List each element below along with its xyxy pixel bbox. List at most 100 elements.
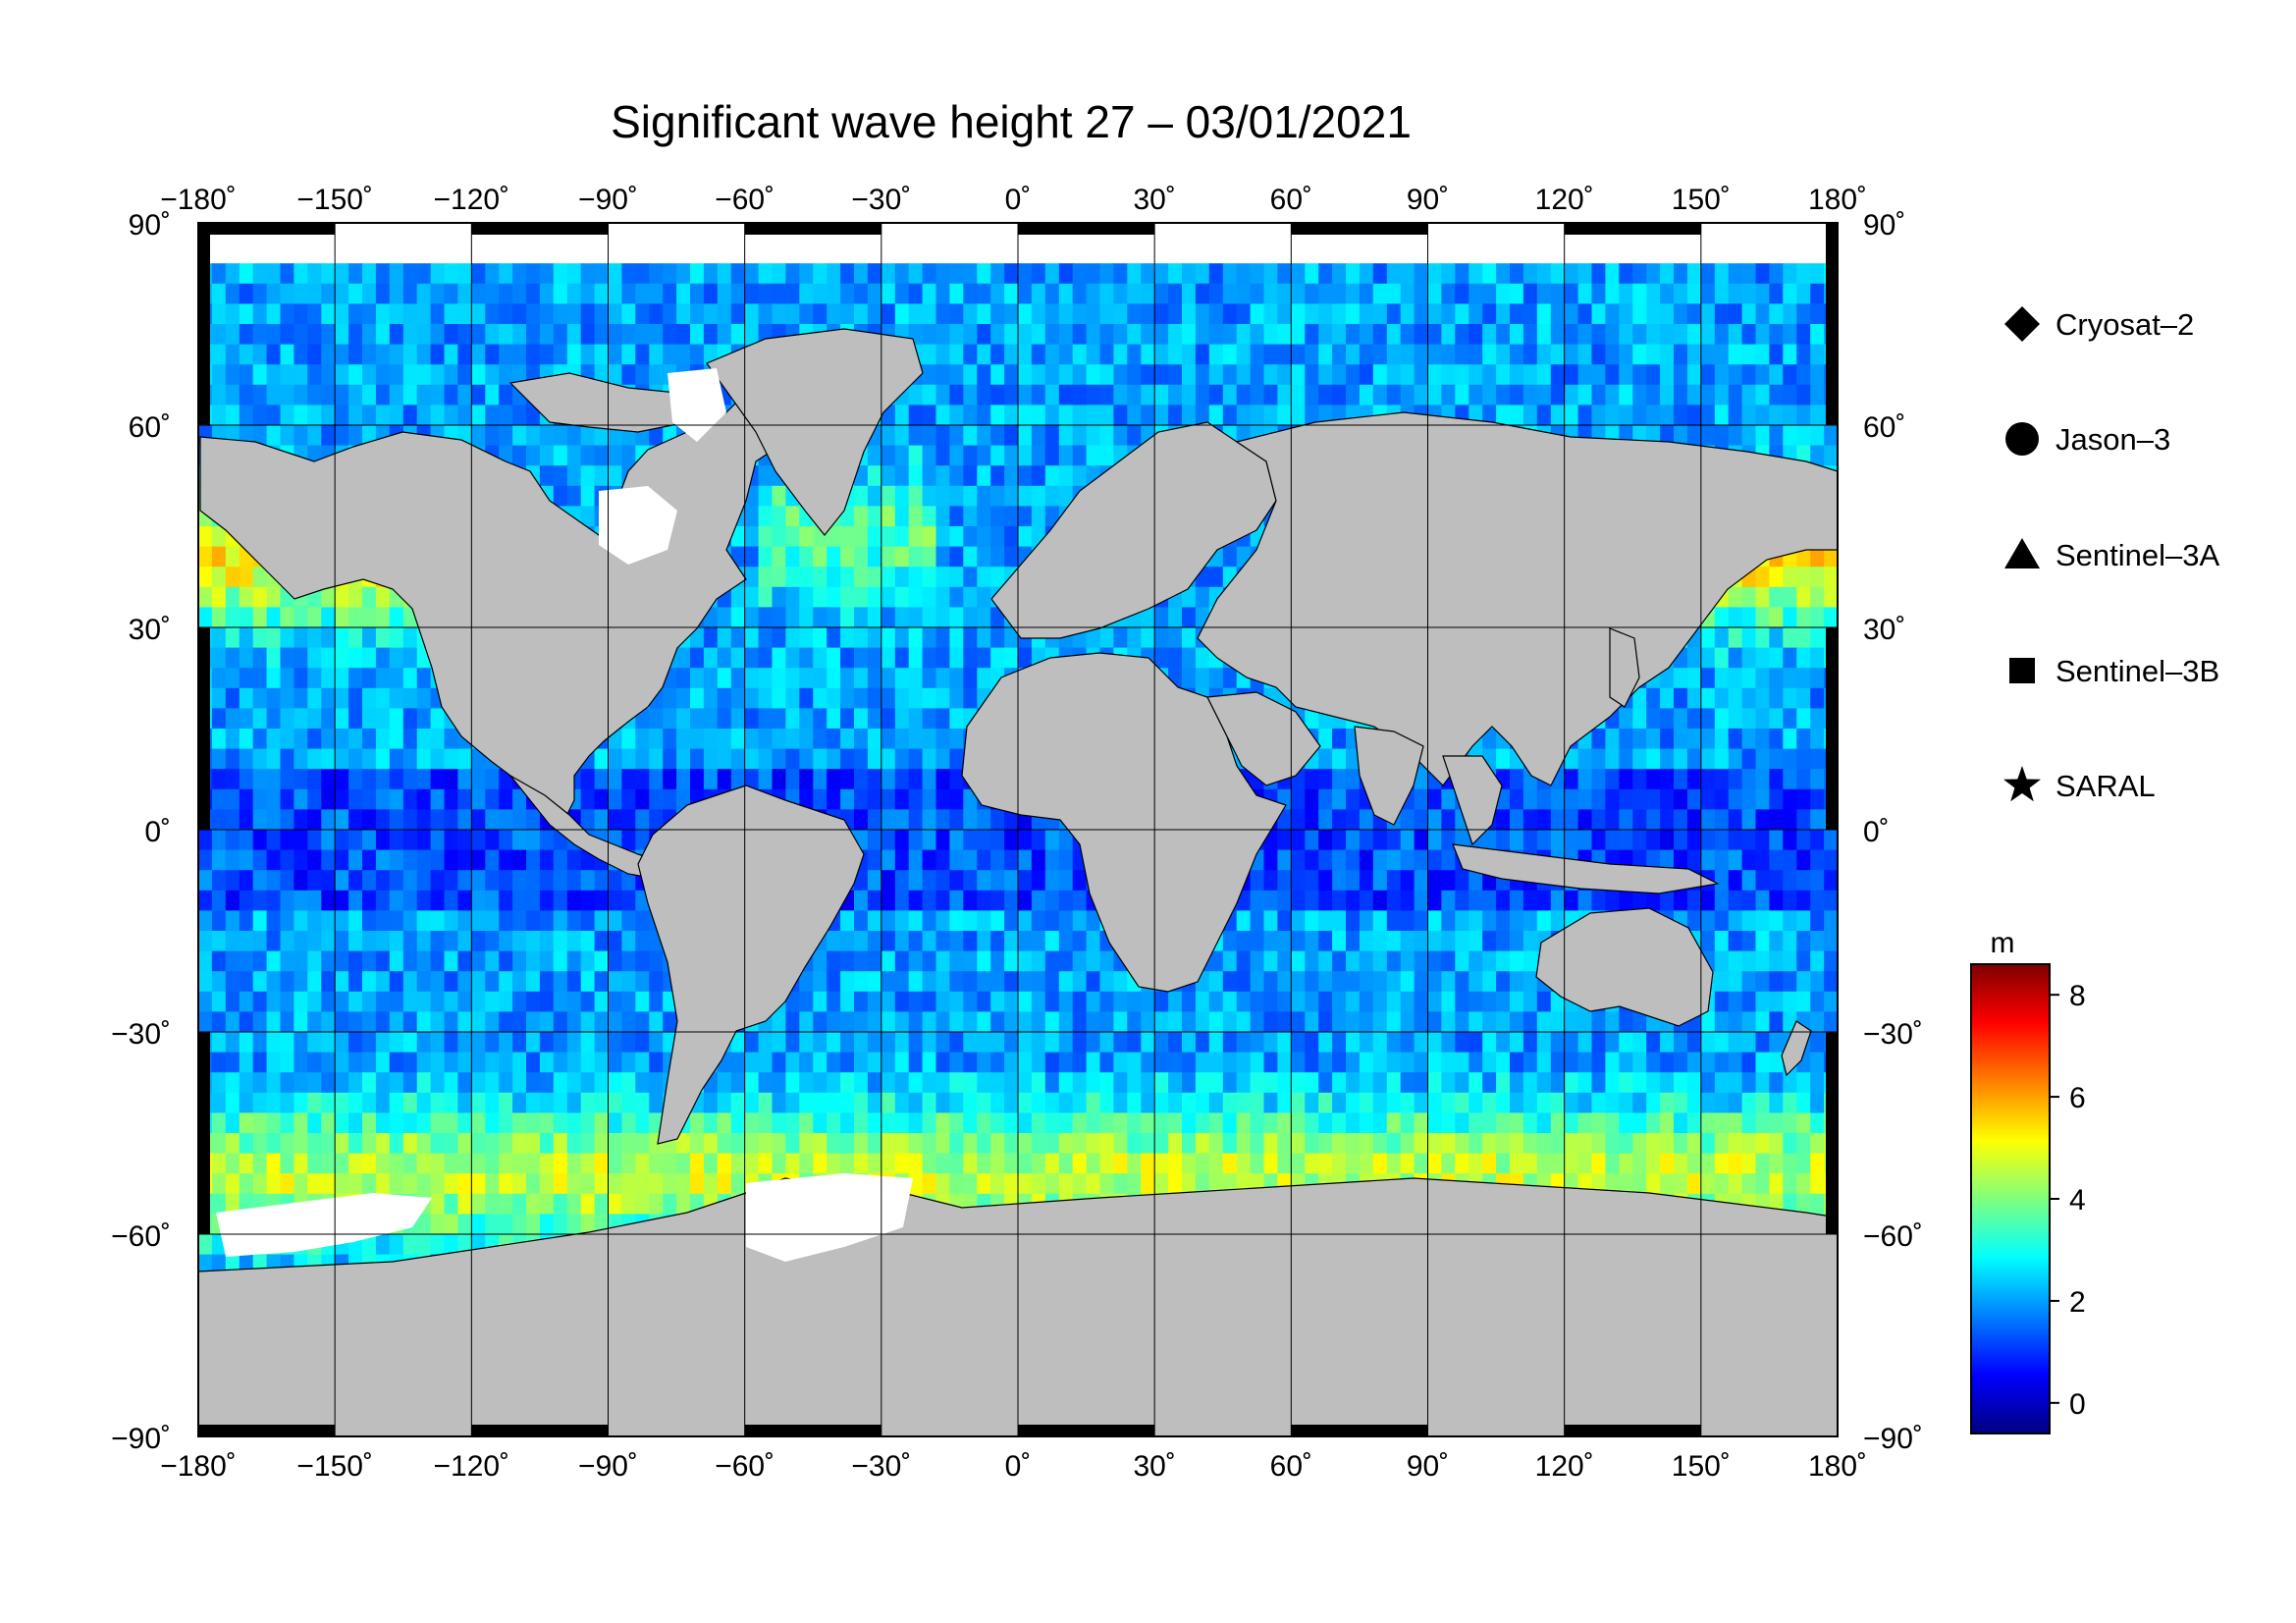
- swath-cell: [321, 950, 336, 972]
- swath-cell: [1277, 849, 1292, 871]
- swath-cell: [348, 405, 363, 426]
- swath-cell: [526, 445, 541, 466]
- swath-cell: [990, 950, 1005, 972]
- swath-cell: [813, 1092, 828, 1113]
- swath-cell: [239, 729, 254, 750]
- swath-cell: [1577, 324, 1593, 346]
- swath-cell: [963, 971, 978, 993]
- swath-cell: [1468, 364, 1483, 386]
- swath-cell: [553, 283, 568, 304]
- swath-cell: [416, 849, 432, 871]
- swath-cell: [1686, 384, 1702, 406]
- swath-cell: [827, 567, 841, 588]
- swath-cell: [785, 526, 800, 548]
- swath-cell: [881, 1092, 896, 1113]
- swath-cell: [1099, 1011, 1114, 1033]
- swath-cell: [676, 769, 691, 790]
- swath-cell: [1359, 971, 1374, 993]
- swath-cell: [1632, 687, 1647, 709]
- swath-cell: [335, 687, 349, 709]
- swath-cell: [526, 263, 541, 285]
- swath-cell: [375, 405, 391, 426]
- swath-cell: [198, 991, 213, 1012]
- swath-cell: [1031, 465, 1046, 487]
- swath-cell: [1263, 384, 1278, 406]
- swath-cell: [294, 729, 308, 750]
- swath-cell: [799, 567, 814, 588]
- swath-cell: [1619, 769, 1633, 790]
- swath-cell: [594, 1072, 610, 1094]
- swath-cell: [1591, 788, 1606, 810]
- swath-cell: [266, 910, 282, 932]
- swath-cell: [881, 303, 896, 325]
- swath-cell: [252, 627, 268, 649]
- swath-cell: [963, 991, 978, 1012]
- swath-cell: [321, 931, 336, 952]
- swath-cell: [1099, 283, 1114, 304]
- swath-cell: [1058, 344, 1074, 365]
- swath-cell: [1769, 991, 1784, 1012]
- swath-cell: [1291, 1032, 1306, 1054]
- swath-cell: [239, 788, 254, 810]
- swath-cell: [1796, 627, 1811, 649]
- swath-cell: [1291, 809, 1306, 831]
- swath-cell: [499, 405, 513, 426]
- swath-cell: [1755, 931, 1770, 952]
- swath-cell: [1769, 668, 1784, 689]
- swath-cell: [266, 1092, 282, 1113]
- swath-cell: [335, 849, 349, 871]
- swath-cell: [211, 1032, 227, 1054]
- swath-cell: [485, 1032, 500, 1054]
- swath-cell: [922, 971, 937, 993]
- swath-cell: [881, 567, 896, 588]
- swath-cell: [990, 445, 1005, 466]
- swath-cell: [813, 627, 828, 649]
- swath-cell: [1127, 384, 1142, 406]
- swath-cell: [225, 971, 240, 993]
- swath-cell: [908, 971, 924, 993]
- swath-cell: [881, 445, 896, 466]
- swath-cell: [1346, 870, 1361, 892]
- swath-cell: [1004, 344, 1019, 365]
- swath-cell: [1714, 405, 1730, 426]
- swath-cell: [512, 445, 527, 466]
- swath-cell: [1004, 1092, 1019, 1113]
- swath-cell: [362, 870, 377, 892]
- swath-cell: [827, 526, 841, 548]
- swath-cell: [854, 668, 869, 689]
- swath-cell: [649, 1052, 664, 1073]
- swath-cell: [1086, 303, 1101, 325]
- swath-cell: [280, 910, 294, 932]
- swath-cell: [1741, 870, 1757, 892]
- swath-cell: [1632, 364, 1647, 386]
- swath-cell: [1072, 1032, 1088, 1054]
- swath-cell: [198, 526, 213, 548]
- swath-cell: [703, 283, 719, 304]
- swath-cell: [1072, 465, 1088, 487]
- swath-cell: [1728, 971, 1743, 993]
- swath-cell: [1714, 425, 1730, 447]
- swath-cell: [1018, 364, 1033, 386]
- swath-cell: [416, 324, 432, 346]
- swath-cell: [416, 303, 432, 325]
- swath-cell: [1674, 769, 1688, 790]
- swath-cell: [1236, 1011, 1252, 1033]
- swath-cell: [1619, 405, 1633, 426]
- swath-cell: [1058, 425, 1074, 447]
- swath-cell: [1755, 627, 1770, 649]
- swath-cell: [362, 950, 377, 972]
- swath-cell: [266, 263, 282, 285]
- swath-cell: [1619, 384, 1633, 406]
- swath-cell: [1632, 769, 1647, 790]
- swath-cell: [1222, 283, 1238, 304]
- swath-cell: [1044, 1072, 1060, 1094]
- swath-cell: [1728, 647, 1743, 669]
- swath-cell: [225, 283, 240, 304]
- swath-cell: [526, 324, 541, 346]
- swath-cell: [1728, 405, 1743, 426]
- swath-cell: [1004, 506, 1019, 527]
- swath-cell: [663, 283, 677, 304]
- swath-cell: [1660, 405, 1675, 426]
- swath-cell: [1522, 344, 1538, 365]
- swath-cell: [1714, 729, 1730, 750]
